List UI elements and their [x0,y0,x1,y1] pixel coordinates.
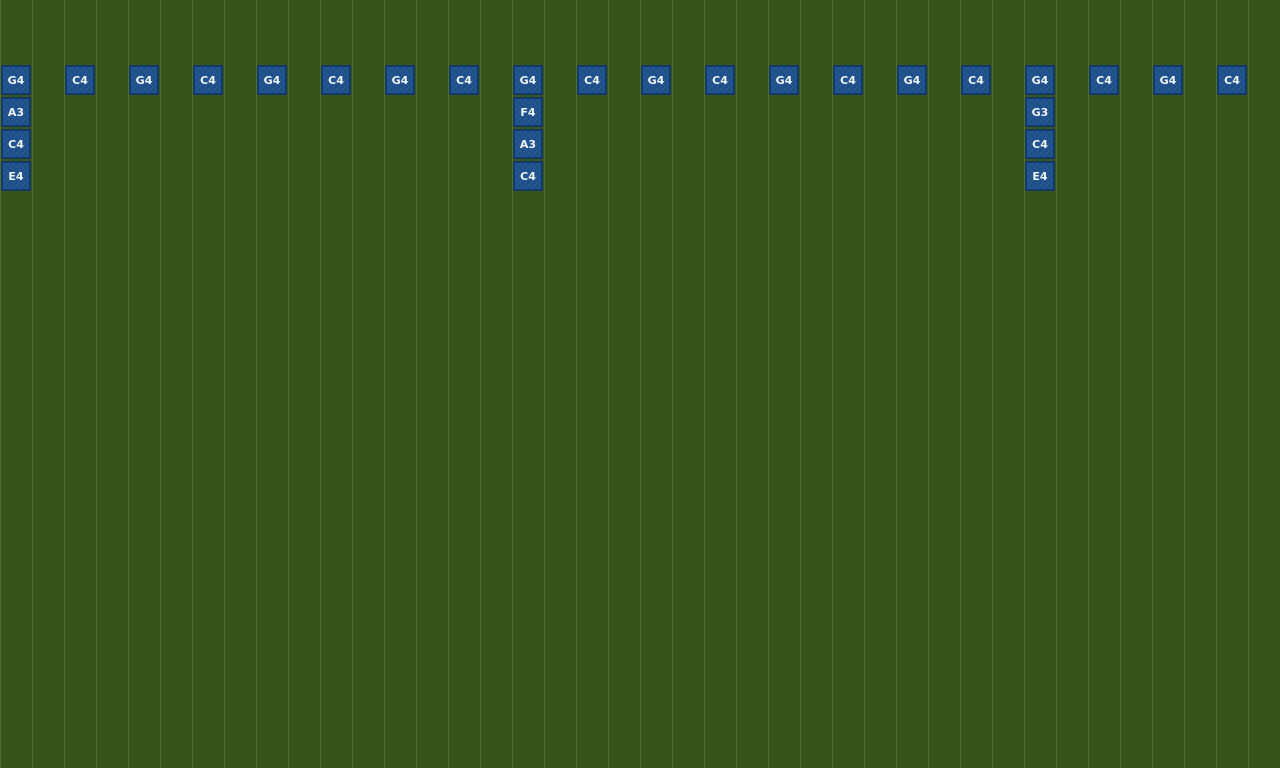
note-tile[interactable]: C4 [65,65,95,95]
note-tile[interactable]: G4 [1153,65,1183,95]
note-tile[interactable]: A3 [513,129,543,159]
note-tile[interactable]: C4 [961,65,991,95]
note-tile[interactable]: C4 [1089,65,1119,95]
note-tile[interactable]: C4 [449,65,479,95]
note-tile[interactable]: G4 [1,65,31,95]
note-tile[interactable]: C4 [513,161,543,191]
note-tile[interactable]: C4 [321,65,351,95]
note-tile[interactable]: G4 [897,65,927,95]
note-tile[interactable]: G4 [385,65,415,95]
note-tile[interactable]: G4 [257,65,287,95]
note-tile[interactable]: C4 [1,129,31,159]
note-tile[interactable]: G4 [1025,65,1055,95]
note-tile[interactable]: G4 [129,65,159,95]
note-tile[interactable]: G4 [769,65,799,95]
note-tile[interactable]: C4 [1217,65,1247,95]
note-tile[interactable]: E4 [1025,161,1055,191]
note-tile[interactable]: G3 [1025,97,1055,127]
note-tile[interactable]: G4 [513,65,543,95]
note-tile[interactable]: E4 [1,161,31,191]
note-tile[interactable]: G4 [641,65,671,95]
note-tile[interactable]: C4 [577,65,607,95]
note-tile[interactable]: F4 [513,97,543,127]
note-tile[interactable]: C4 [705,65,735,95]
note-tile[interactable]: C4 [1025,129,1055,159]
note-tile[interactable]: C4 [193,65,223,95]
note-tile[interactable]: C4 [833,65,863,95]
note-tile[interactable]: A3 [1,97,31,127]
